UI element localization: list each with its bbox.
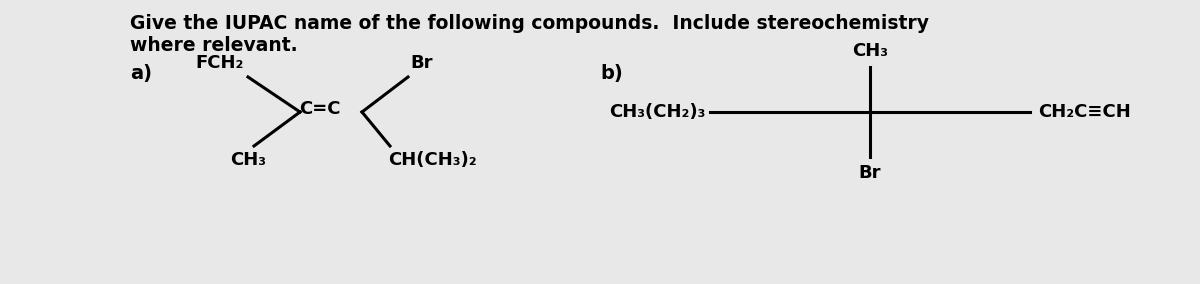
Text: CH₃: CH₃ xyxy=(230,151,266,169)
Text: a): a) xyxy=(130,64,152,83)
Text: Br: Br xyxy=(410,54,432,72)
Text: b): b) xyxy=(600,64,623,83)
Text: Give the IUPAC name of the following compounds.  Include stereochemistry: Give the IUPAC name of the following com… xyxy=(130,14,929,33)
Text: CH₃(CH₂)₃: CH₃(CH₂)₃ xyxy=(610,103,706,121)
Text: FCH₂: FCH₂ xyxy=(194,54,244,72)
Text: where relevant.: where relevant. xyxy=(130,36,298,55)
Text: CH(CH₃)₂: CH(CH₃)₂ xyxy=(388,151,476,169)
Text: Br: Br xyxy=(859,164,881,182)
Text: C=C: C=C xyxy=(299,100,341,118)
Text: CH₃: CH₃ xyxy=(852,42,888,60)
Text: CH₂C≡CH: CH₂C≡CH xyxy=(1038,103,1130,121)
